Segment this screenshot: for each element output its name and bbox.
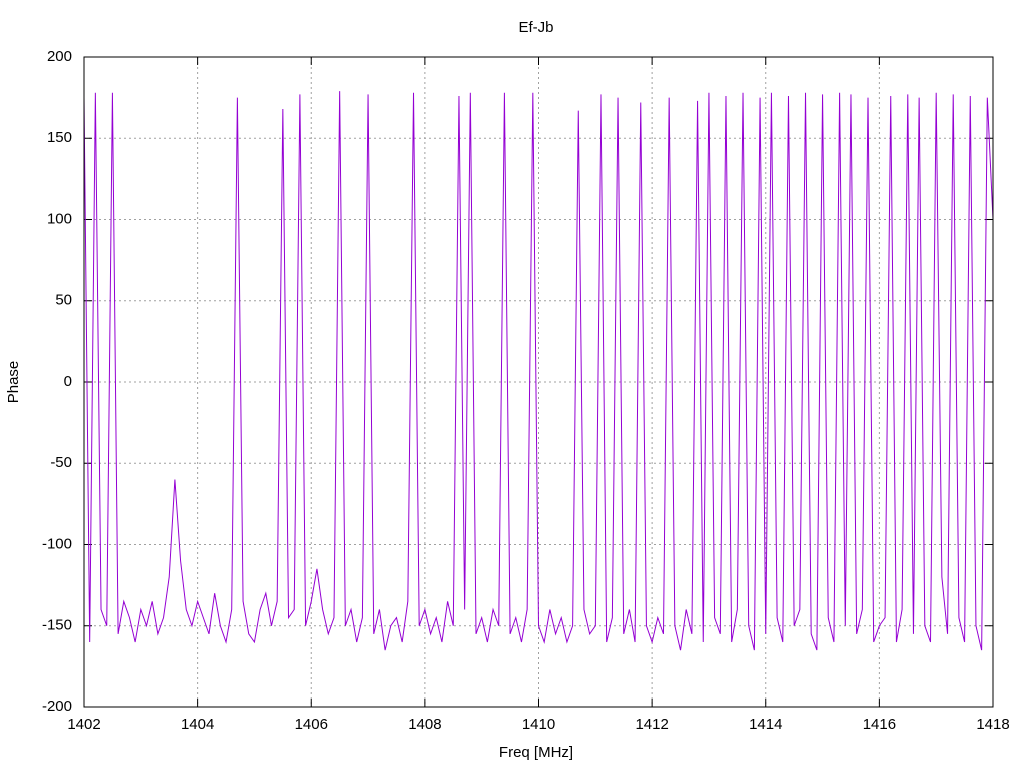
x-tick-label: 1412 — [635, 716, 668, 733]
plot-border — [83, 56, 994, 708]
x-tick-label: 1404 — [181, 716, 214, 733]
data-line — [83, 91, 994, 651]
x-tick-label: 1408 — [408, 716, 441, 733]
x-tick-label: 1418 — [976, 716, 1009, 733]
y-tick-label: 150 — [47, 129, 72, 146]
x-tick-label: 1410 — [522, 716, 555, 733]
x-tick-label: 1402 — [67, 716, 100, 733]
y-tick-label: 100 — [47, 210, 72, 227]
x-axis-label: Freq [MHz] — [499, 744, 573, 761]
y-tick-label: -150 — [42, 617, 72, 634]
y-tick-label: 200 — [47, 48, 72, 65]
x-tick-label: 1414 — [749, 716, 782, 733]
y-tick-label: -50 — [50, 454, 72, 471]
y-tick-label: 50 — [55, 292, 72, 309]
y-tick-label: 0 — [64, 373, 72, 390]
y-tick-label: -100 — [42, 535, 72, 552]
x-tick-label: 1416 — [863, 716, 896, 733]
x-tick-label: 1406 — [295, 716, 328, 733]
y-axis-label: Phase — [5, 361, 22, 404]
y-tick-label: -200 — [42, 698, 72, 715]
chart-title: Ef-Jb — [518, 19, 553, 36]
